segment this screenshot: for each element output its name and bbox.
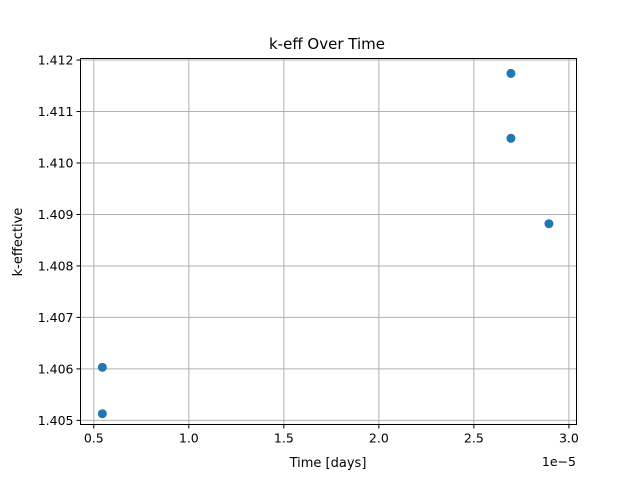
y-tick-label: 1.406 [38, 361, 74, 376]
y-axis-label: k-effective [11, 208, 26, 277]
y-tick-label: 1.412 [38, 53, 74, 68]
x-axis-label: Time [days] [289, 456, 367, 471]
y-tick-label: 1.405 [38, 413, 74, 428]
data-point [97, 362, 107, 372]
y-tick-label: 1.411 [38, 104, 74, 119]
data-point [97, 409, 107, 419]
y-tick-label: 1.410 [38, 155, 74, 170]
data-point [506, 133, 516, 143]
data-point [506, 68, 516, 78]
y-tick-label: 1.408 [38, 258, 74, 273]
x-tick-label: 1.5 [274, 431, 294, 446]
axis-ticks: 0.5 1.0 1.5 2.0 2.5 3.0 1.405 1.406 1.407 1.408 1.… [38, 53, 579, 446]
y-tick-label: 1.407 [38, 310, 74, 325]
x-tick-label: 2.0 [369, 431, 389, 446]
grid-lines [80, 58, 577, 425]
plot-frame [80, 58, 577, 425]
y-tick-label: 1.409 [38, 207, 74, 222]
data-points [97, 68, 554, 419]
chart-title: k-eff Over Time [269, 35, 385, 53]
x-tick-label: 1.0 [179, 431, 199, 446]
x-tick-label: 3.0 [559, 431, 579, 446]
x-tick-label: 0.5 [84, 431, 104, 446]
x-offset-label: 1e−5 [542, 454, 576, 469]
x-tick-label: 2.5 [464, 431, 484, 446]
data-point [544, 219, 554, 229]
